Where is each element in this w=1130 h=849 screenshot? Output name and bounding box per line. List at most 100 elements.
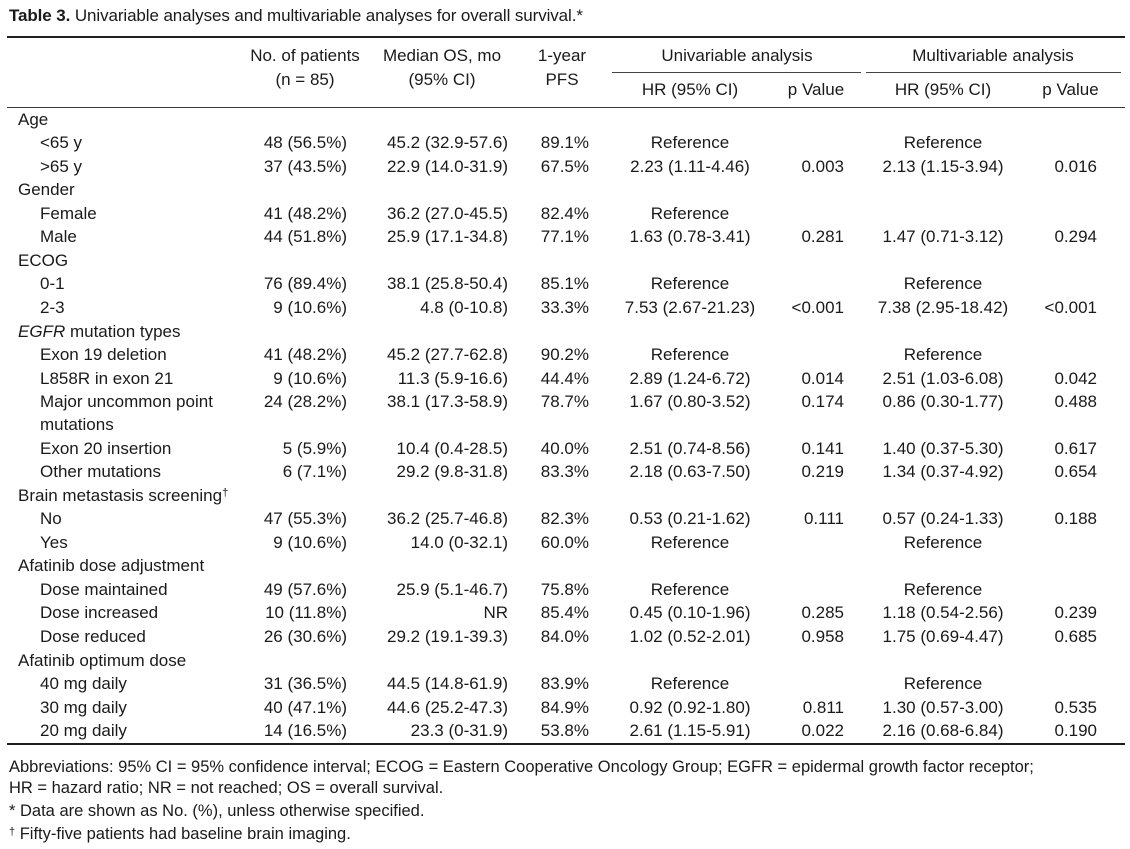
header-multivariable-p: p Value [1042,80,1099,99]
patients-cell: 41 (48.2%) [263,345,347,364]
table-row: Major uncommon point 24 (28.2%) 38.1 (17.3… [0,390,1130,413]
row-label: Other mutations [40,460,161,483]
patients-cell: 47 (55.3%) [263,509,347,528]
univariable-hr-cell: Reference [650,133,730,152]
row-label: Major uncommon point [40,390,213,413]
univariable-hr-cell: 0.45 (0.10-1.96) [629,603,751,622]
row-label-text: 2-3 [40,298,65,317]
header-univariable-hr: HR (95% CI) [641,80,739,99]
header-pfs-line1: 1-year [537,46,587,65]
footnote-brain-imaging-text: Fifty-five patients had baseline brain i… [15,825,351,843]
multivariable-p-cell: 0.190 [1054,721,1097,740]
median-os-cell: 45.2 (27.7-62.8) [387,345,508,364]
univariable-p-cell: 0.003 [801,157,844,176]
header-multivariable-hr: HR (95% CI) [894,80,992,99]
univariable-p-cell: 0.285 [801,603,844,622]
row-label-text: Yes [40,533,68,552]
row-label: 40 mg daily [40,672,127,695]
pfs-cell: 78.7% [540,392,589,411]
univariable-hr-cell: 7.53 (2.67-21.23) [624,298,756,317]
univariable-p-cell: 0.958 [801,627,844,646]
row-label-text: Exon 19 deletion [40,345,167,364]
pfs-cell: 85.1% [540,274,589,293]
multivariable-hr-cell: 2.13 (1.15-3.94) [882,157,1004,176]
univariable-p-cell: 0.174 [801,392,844,411]
patients-cell: 49 (57.6%) [263,580,347,599]
median-os-cell: 29.2 (9.8-31.8) [396,462,508,481]
table-row: Dose reduced 26 (30.6%) 29.2 (19.1-39.3) 84… [0,625,1130,648]
multivariable-hr-cell: Reference [903,133,983,152]
table-group-row: Brain metastasis screening† [0,484,1130,507]
row-label-text: 40 mg daily [40,674,127,693]
patients-cell: 31 (36.5%) [263,674,347,693]
pfs-cell: 44.4% [540,369,589,388]
univariable-subrule [612,72,861,73]
row-label: 20 mg daily [40,719,127,742]
footnote-abbreviations-1: Abbreviations: 95% CI = 95% confidence i… [9,758,1034,776]
row-label: Dose increased [40,601,158,624]
header-patients: No. of patients (n = 85) [240,44,370,92]
row-label-text: Age [18,110,49,129]
multivariable-p-cell: <0.001 [1044,298,1097,317]
pfs-cell: 53.8% [540,721,589,740]
univariable-hr-cell: Reference [650,274,730,293]
header-median: Median OS, mo (95% CI) [372,44,512,92]
row-label-text: Major uncommon point [40,392,213,411]
row-label-text: Other mutations [40,462,161,481]
multivariable-p-cell: 0.685 [1054,627,1097,646]
median-os-cell: 25.9 (5.1-46.7) [396,580,508,599]
row-label-text: <65 y [40,133,83,152]
multivariable-p-cell: 0.654 [1054,462,1097,481]
univariable-hr-cell: 2.89 (1.24-6.72) [629,369,751,388]
table-row: 20 mg daily 14 (16.5%) 23.3 (0-31.9) 53.8% 2… [0,719,1130,742]
pfs-cell: 83.3% [540,462,589,481]
header-pfs-line2: PFS [545,70,579,89]
multivariable-hr-cell: 2.51 (1.03-6.08) [882,369,1004,388]
row-label-text: Female [40,204,97,223]
median-os-cell: 10.4 (0.4-28.5) [396,439,508,458]
group-label: Gender [18,178,75,201]
table-row: 2-3 9 (10.6%) 4.8 (0-10.8) 33.3% 7.53 (2.67-… [0,296,1130,319]
header-univariable: Univariable analysis [661,46,813,65]
top-rule [7,36,1125,38]
patients-cell: 76 (89.4%) [263,274,347,293]
median-os-cell: 22.9 (14.0-31.9) [387,157,508,176]
pfs-cell: 40.0% [540,439,589,458]
multivariable-hr-cell: Reference [903,345,983,364]
header-median-line2: (95% CI) [408,70,476,89]
row-label-text: Dose reduced [40,627,146,646]
univariable-hr-cell: Reference [650,345,730,364]
table-group-row: Gender [0,178,1130,201]
table-row: No 47 (55.3%) 36.2 (25.7-46.8) 82.3% 0.53 (0… [0,507,1130,530]
table-row: Exon 19 deletion 41 (48.2%) 45.2 (27.7-62.… [0,343,1130,366]
multivariable-hr-cell: 1.47 (0.71-3.12) [882,227,1004,246]
pfs-cell: 75.8% [540,580,589,599]
table-row: 30 mg daily 40 (47.1%) 44.6 (25.2-47.3) 84.… [0,696,1130,719]
footnote-data-note: * Data are shown as No. (%), unless othe… [9,802,425,820]
median-os-cell: NR [483,603,508,622]
row-label-text: Brain metastasis screening [18,486,223,505]
median-os-cell: 36.2 (25.7-46.8) [387,509,508,528]
median-os-cell: 44.6 (25.2-47.3) [387,698,508,717]
multivariable-hr-cell: 2.16 (0.68-6.84) [882,721,1004,740]
group-label: Afatinib optimum dose [18,649,186,672]
row-label-text: Dose increased [40,603,159,622]
header-rule [7,107,1125,108]
table-group-row: Afatinib optimum dose [0,649,1130,672]
patients-cell: 5 (5.9%) [282,439,347,458]
multivariable-p-cell: 0.016 [1054,157,1097,176]
median-os-cell: 38.1 (25.8-50.4) [387,274,508,293]
patients-cell: 10 (11.8%) [265,603,347,622]
row-label: <65 y [40,131,82,154]
patients-cell: 41 (48.2%) [263,204,347,223]
multivariable-hr-cell: 1.40 (0.37-5.30) [882,439,1004,458]
pfs-cell: 82.3% [540,509,589,528]
multivariable-p-cell: 0.617 [1054,439,1097,458]
multivariable-p-cell: 0.188 [1054,509,1097,528]
table-group-row: Age [0,108,1130,131]
univariable-hr-cell: Reference [650,533,730,552]
row-label: No [40,507,62,530]
row-label-text: Afatinib optimum dose [18,651,187,670]
multivariable-hr-cell: 1.75 (0.69-4.47) [882,627,1004,646]
table-row: Other mutations 6 (7.1%) 29.2 (9.8-31.8) 83… [0,460,1130,483]
